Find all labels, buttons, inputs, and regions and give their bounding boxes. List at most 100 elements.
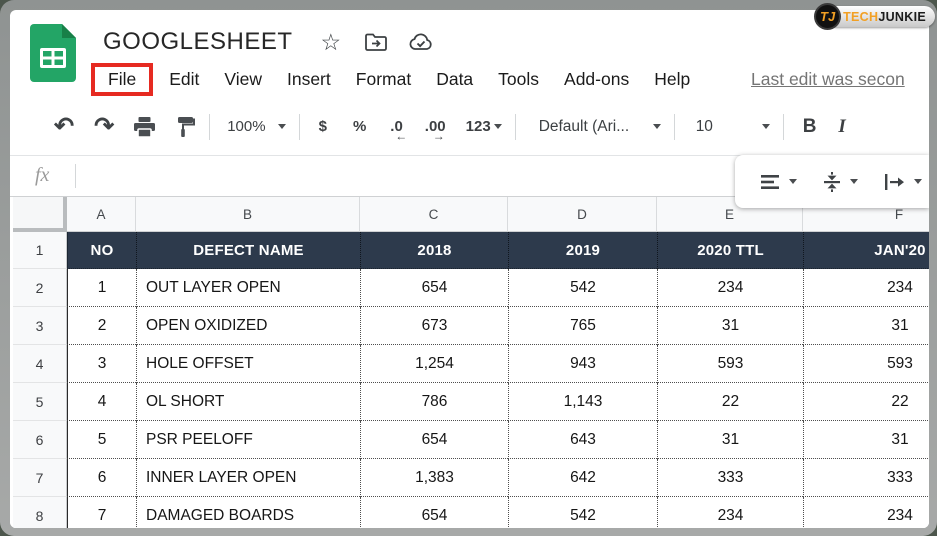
cell[interactable]: DAMAGED BOARDS [136,497,360,528]
cell[interactable]: 654 [360,497,508,528]
cell[interactable]: 542 [508,497,657,528]
chevron-down-icon[interactable] [914,179,922,184]
table-header-cell[interactable]: DEFECT NAME [136,232,360,269]
cell[interactable]: 1,143 [508,383,657,421]
undo-button[interactable]: ↶ [54,112,75,140]
horizontal-align-button[interactable] [761,174,780,190]
percent-format-button[interactable]: % [352,118,367,135]
menu-add-ons[interactable]: Add-ons [564,68,630,89]
menu-edit[interactable]: Edit [169,68,200,89]
bold-button[interactable]: B [802,115,817,137]
column-header-a[interactable]: A [67,197,136,232]
cloud-status-icon[interactable] [409,33,433,51]
row-header-7[interactable]: 7 [13,459,67,497]
cell[interactable]: 31 [657,421,803,459]
cell[interactable]: 31 [657,307,803,345]
table-header-cell[interactable]: 2020 TTL [657,232,803,269]
cell[interactable]: 765 [508,307,657,345]
menu-tools[interactable]: Tools [498,68,540,89]
techjunkie-wordmark: TECH JUNKIE [827,6,935,27]
cell[interactable]: 2 [67,307,136,345]
cell[interactable]: OPEN OXIDIZED [136,307,360,345]
cell[interactable]: 333 [657,459,803,497]
select-all-corner[interactable] [13,197,67,232]
cell[interactable]: OUT LAYER OPEN [136,269,360,307]
print-button[interactable] [134,116,156,137]
column-header-c[interactable]: C [360,197,508,232]
text-wrap-button[interactable] [884,173,905,191]
cell[interactable]: 1,254 [360,345,508,383]
cell[interactable]: 642 [508,459,657,497]
cell[interactable]: INNER LAYER OPEN [136,459,360,497]
cell[interactable]: 234 [657,269,803,307]
menu-insert[interactable]: Insert [286,68,331,89]
arrow-right-icon: → [432,129,445,143]
row-header-4[interactable]: 4 [13,345,67,383]
redo-button[interactable]: ↷ [94,112,115,140]
cell[interactable]: 5 [67,421,136,459]
chevron-down-icon[interactable] [789,179,797,184]
cell[interactable]: 234 [803,497,929,528]
cell[interactable]: PSR PEELOFF [136,421,360,459]
table-header-cell[interactable]: JAN'20 [803,232,929,269]
menu-format[interactable]: Format [355,68,412,89]
cell[interactable]: 1 [67,269,136,307]
menu-file[interactable]: File [91,62,154,96]
cell[interactable]: 234 [657,497,803,528]
chevron-down-icon [652,124,661,129]
column-header-b[interactable]: B [136,197,360,232]
cell[interactable]: 542 [508,269,657,307]
table-header-cell[interactable]: NO [67,232,136,269]
cell[interactable]: OL SHORT [136,383,360,421]
cell[interactable]: 786 [360,383,508,421]
row-header-2[interactable]: 2 [13,269,67,307]
cell[interactable]: 234 [803,269,929,307]
column-header-d[interactable]: D [508,197,657,232]
menu-view[interactable]: View [224,68,262,89]
cell[interactable]: 31 [803,307,929,345]
menu-data[interactable]: Data [436,68,474,89]
increase-decimal-button[interactable]: .00 → [425,118,446,143]
row-header-6[interactable]: 6 [13,421,67,459]
techjunkie-logo-icon: TJ [814,3,842,30]
table-header-cell[interactable]: 2019 [508,232,657,269]
cell[interactable]: 593 [657,345,803,383]
italic-button[interactable]: I [838,115,846,137]
cell[interactable]: 3 [67,345,136,383]
cell[interactable]: 333 [803,459,929,497]
chevron-down-icon[interactable] [850,179,858,184]
zoom-control[interactable]: 100% [227,118,286,135]
row-header-5[interactable]: 5 [13,383,67,421]
cell[interactable]: 7 [67,497,136,528]
vertical-align-button[interactable] [823,171,841,192]
menu-help[interactable]: Help [654,68,691,89]
cell[interactable]: 654 [360,269,508,307]
cell[interactable]: 22 [803,383,929,421]
cell[interactable]: 654 [360,421,508,459]
cell[interactable]: 4 [67,383,136,421]
cell[interactable]: 673 [360,307,508,345]
cell[interactable]: 943 [508,345,657,383]
cell[interactable]: 31 [803,421,929,459]
currency-format-button[interactable]: $ [318,118,327,135]
row-header-1[interactable]: 1 [13,232,67,269]
more-formats-button[interactable]: 123 [466,118,502,135]
font-size-selector[interactable]: 10 [696,118,770,136]
cell[interactable]: 643 [508,421,657,459]
cell[interactable]: 593 [803,345,929,383]
cell[interactable]: 1,383 [360,459,508,497]
font-selector[interactable]: Default (Ari... [539,118,661,136]
decrease-decimal-button[interactable]: .0 ← [390,118,407,143]
last-edit-status[interactable]: Last edit was secon [751,68,905,89]
cell[interactable]: HOLE OFFSET [136,345,360,383]
star-icon[interactable]: ☆ [320,28,342,55]
sheets-logo-icon[interactable] [30,24,76,82]
document-title[interactable]: GOOGLESHEET [103,28,293,55]
cell[interactable]: 22 [657,383,803,421]
cell[interactable]: 6 [67,459,136,497]
move-folder-icon[interactable] [365,33,388,51]
paint-format-button[interactable] [175,116,196,137]
table-header-cell[interactable]: 2018 [360,232,508,269]
row-header-3[interactable]: 3 [13,307,67,345]
row-header-8[interactable]: 8 [13,497,67,528]
